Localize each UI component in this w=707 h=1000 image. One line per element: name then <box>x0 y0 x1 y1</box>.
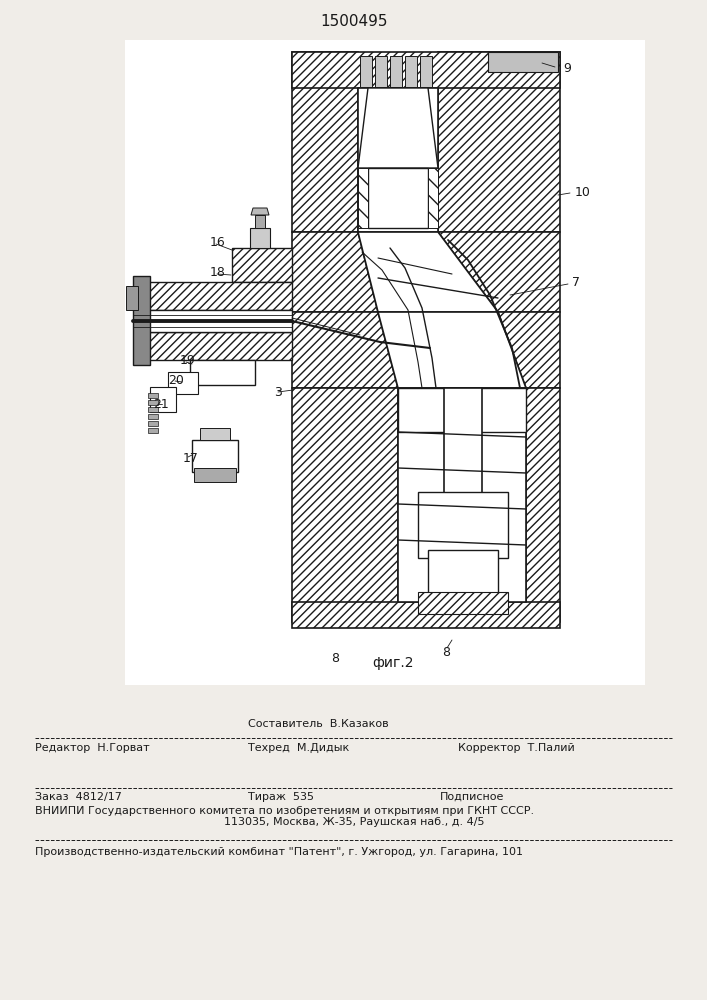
Text: Производственно-издательский комбинат "Патент", г. Ужгород, ул. Гагарина, 101: Производственно-издательский комбинат "П… <box>35 847 523 857</box>
Polygon shape <box>200 428 230 440</box>
Polygon shape <box>232 248 292 282</box>
Polygon shape <box>192 440 238 472</box>
Polygon shape <box>398 388 526 602</box>
Polygon shape <box>148 414 158 419</box>
Text: 17: 17 <box>183 452 199 466</box>
Text: 20: 20 <box>168 373 184 386</box>
Polygon shape <box>292 52 560 88</box>
Polygon shape <box>444 388 482 600</box>
Text: Корректор  Т.Палий: Корректор Т.Палий <box>458 743 575 753</box>
Polygon shape <box>133 276 150 365</box>
Text: 9: 9 <box>563 62 571 75</box>
Polygon shape <box>148 407 158 412</box>
Polygon shape <box>168 372 198 394</box>
Text: 19: 19 <box>180 354 196 366</box>
Polygon shape <box>526 388 560 622</box>
Polygon shape <box>255 215 265 228</box>
Polygon shape <box>368 168 428 228</box>
Text: Тираж  535: Тираж 535 <box>248 792 314 802</box>
Text: 8: 8 <box>442 646 450 658</box>
Text: 10: 10 <box>575 186 591 198</box>
Text: 3: 3 <box>274 386 282 399</box>
Text: 113035, Москва, Ж-35, Раушская наб., д. 4/5: 113035, Москва, Ж-35, Раушская наб., д. … <box>223 817 484 827</box>
Text: Подписное: Подписное <box>440 792 504 802</box>
Polygon shape <box>148 400 158 405</box>
Text: фиг.2: фиг.2 <box>372 656 414 670</box>
Polygon shape <box>488 52 558 72</box>
Polygon shape <box>358 88 438 232</box>
Polygon shape <box>251 208 269 215</box>
Polygon shape <box>428 550 498 600</box>
Text: Заказ  4812/17: Заказ 4812/17 <box>35 792 122 802</box>
Polygon shape <box>250 228 270 248</box>
Polygon shape <box>498 312 560 388</box>
Polygon shape <box>126 286 138 310</box>
Polygon shape <box>428 168 438 228</box>
Polygon shape <box>145 282 292 310</box>
Polygon shape <box>145 310 292 332</box>
Text: Редактор  Н.Горват: Редактор Н.Горват <box>35 743 150 753</box>
Text: 8: 8 <box>331 652 339 664</box>
Polygon shape <box>150 387 176 412</box>
Text: ВНИИПИ Государственного комитета по изобретениям и открытиям при ГКНТ СССР.: ВНИИПИ Государственного комитета по изоб… <box>35 806 534 816</box>
Text: Техред  М.Дидык: Техред М.Дидык <box>248 743 349 753</box>
Polygon shape <box>418 492 508 558</box>
Polygon shape <box>148 393 158 398</box>
Polygon shape <box>358 232 498 312</box>
Text: 16: 16 <box>210 235 226 248</box>
Polygon shape <box>358 168 368 228</box>
Polygon shape <box>125 40 645 685</box>
Polygon shape <box>438 52 560 232</box>
Polygon shape <box>405 56 417 87</box>
Polygon shape <box>194 468 236 482</box>
Polygon shape <box>148 421 158 426</box>
Polygon shape <box>292 388 398 622</box>
Polygon shape <box>398 388 526 432</box>
Polygon shape <box>292 232 378 312</box>
Polygon shape <box>358 88 438 168</box>
Polygon shape <box>438 232 560 312</box>
Polygon shape <box>292 312 398 388</box>
Polygon shape <box>148 428 158 433</box>
Text: 1500495: 1500495 <box>320 14 387 29</box>
Text: 18: 18 <box>210 266 226 279</box>
Polygon shape <box>292 602 560 628</box>
Polygon shape <box>145 332 292 360</box>
Polygon shape <box>378 312 526 388</box>
Polygon shape <box>292 52 358 232</box>
Text: 21: 21 <box>153 398 169 412</box>
Polygon shape <box>360 56 372 87</box>
Polygon shape <box>190 360 255 385</box>
Polygon shape <box>375 56 387 87</box>
Polygon shape <box>418 592 508 614</box>
Polygon shape <box>390 56 402 87</box>
Text: 7: 7 <box>572 275 580 288</box>
Text: Составитель  В.Казаков: Составитель В.Казаков <box>248 719 389 729</box>
Polygon shape <box>420 56 432 87</box>
